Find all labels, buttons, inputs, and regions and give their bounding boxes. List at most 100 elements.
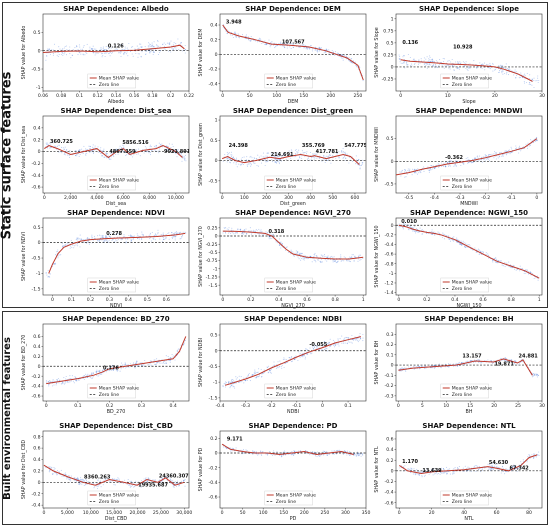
shap-point xyxy=(508,266,510,268)
shap-point xyxy=(276,152,278,154)
shap-point xyxy=(177,348,179,350)
shap-point xyxy=(358,256,360,258)
x-tick-label: 0 xyxy=(45,403,48,409)
shap-point xyxy=(360,165,362,167)
shap-point xyxy=(56,251,58,253)
shap-point xyxy=(123,53,125,55)
mean-shap-line xyxy=(396,138,538,176)
shap-point xyxy=(430,231,432,233)
shap-point xyxy=(165,43,167,45)
shap-point xyxy=(434,167,436,169)
shap-point xyxy=(266,152,268,154)
shap-point xyxy=(478,159,480,161)
shap-point xyxy=(430,233,432,236)
shap-point xyxy=(429,168,431,170)
shap-point xyxy=(431,231,433,233)
shap-point xyxy=(102,46,104,48)
shap-point xyxy=(436,364,438,366)
shap-point xyxy=(282,155,284,157)
shap-point xyxy=(163,238,165,240)
y-tick-label: -0.4 xyxy=(385,242,394,248)
shap-point xyxy=(112,369,114,371)
shap-point xyxy=(145,478,147,480)
shap-point xyxy=(143,365,145,367)
shap-point xyxy=(73,382,75,384)
shap-point xyxy=(294,358,296,360)
shap-point xyxy=(417,231,419,233)
shap-point xyxy=(313,253,315,255)
shap-point xyxy=(260,235,262,237)
shap-point xyxy=(404,60,406,62)
shap-point xyxy=(119,44,121,46)
shap-point xyxy=(153,51,155,53)
shap-point xyxy=(132,156,134,158)
shap-point xyxy=(82,375,84,377)
shap-point xyxy=(493,360,495,362)
y-tick-label: -1.5 xyxy=(32,286,41,292)
shap-point xyxy=(117,236,119,238)
shap-point xyxy=(286,246,288,248)
shap-point xyxy=(108,48,110,50)
shap-point xyxy=(62,147,64,149)
shap-point xyxy=(453,69,455,71)
shap-point xyxy=(241,163,243,165)
shap-point xyxy=(321,254,323,256)
shap-point xyxy=(429,60,432,62)
shap-point xyxy=(467,161,469,163)
shap-point xyxy=(332,453,334,455)
shap-point xyxy=(439,235,441,237)
shap-point xyxy=(414,59,416,62)
legend-zero-label: Zero line xyxy=(99,82,119,88)
shap-point xyxy=(448,366,450,368)
shap-point xyxy=(502,70,504,72)
shap-point xyxy=(505,361,507,363)
shap-point xyxy=(304,356,307,358)
shap-point xyxy=(70,475,72,477)
shap-point xyxy=(75,380,78,382)
shap-point xyxy=(232,378,234,381)
shap-point xyxy=(281,455,283,457)
shap-point xyxy=(83,378,85,381)
shap-point xyxy=(89,148,91,150)
shap-point xyxy=(526,72,528,74)
shap-point xyxy=(151,42,153,44)
shap-point xyxy=(475,251,477,253)
shap-point xyxy=(63,53,65,55)
shap-point xyxy=(433,167,435,169)
shap-point xyxy=(355,155,357,157)
shap-point xyxy=(102,477,104,479)
shap-point xyxy=(50,381,52,383)
shap-point xyxy=(108,234,110,236)
shap-point xyxy=(419,170,421,172)
shap-point xyxy=(305,348,307,351)
shap-point xyxy=(68,381,70,383)
shap-point xyxy=(110,366,113,368)
x-tick-label: 200 xyxy=(326,93,335,99)
shap-point xyxy=(308,48,310,50)
shap-point xyxy=(182,344,184,346)
shap-point xyxy=(230,151,232,153)
shap-point xyxy=(124,48,126,50)
shap-point xyxy=(309,256,311,258)
shap-point xyxy=(484,158,486,160)
y-tick-label: -1.2 xyxy=(385,281,394,287)
shap-point xyxy=(108,52,110,54)
shap-point xyxy=(156,234,158,237)
shap-point xyxy=(54,263,56,265)
shap-point xyxy=(404,223,406,226)
shap-point xyxy=(319,47,321,49)
shap-point xyxy=(63,473,65,475)
shap-point xyxy=(175,232,177,234)
shap-point xyxy=(65,54,68,56)
shap-point xyxy=(314,153,317,155)
shap-point xyxy=(115,239,117,241)
shap-point xyxy=(274,454,276,456)
shap-point xyxy=(231,381,233,383)
shap-point xyxy=(144,359,146,362)
shap-point xyxy=(242,448,245,451)
shap-point xyxy=(362,333,364,336)
shap-point xyxy=(515,269,517,271)
shap-point xyxy=(264,371,266,373)
shap-point xyxy=(108,239,110,241)
